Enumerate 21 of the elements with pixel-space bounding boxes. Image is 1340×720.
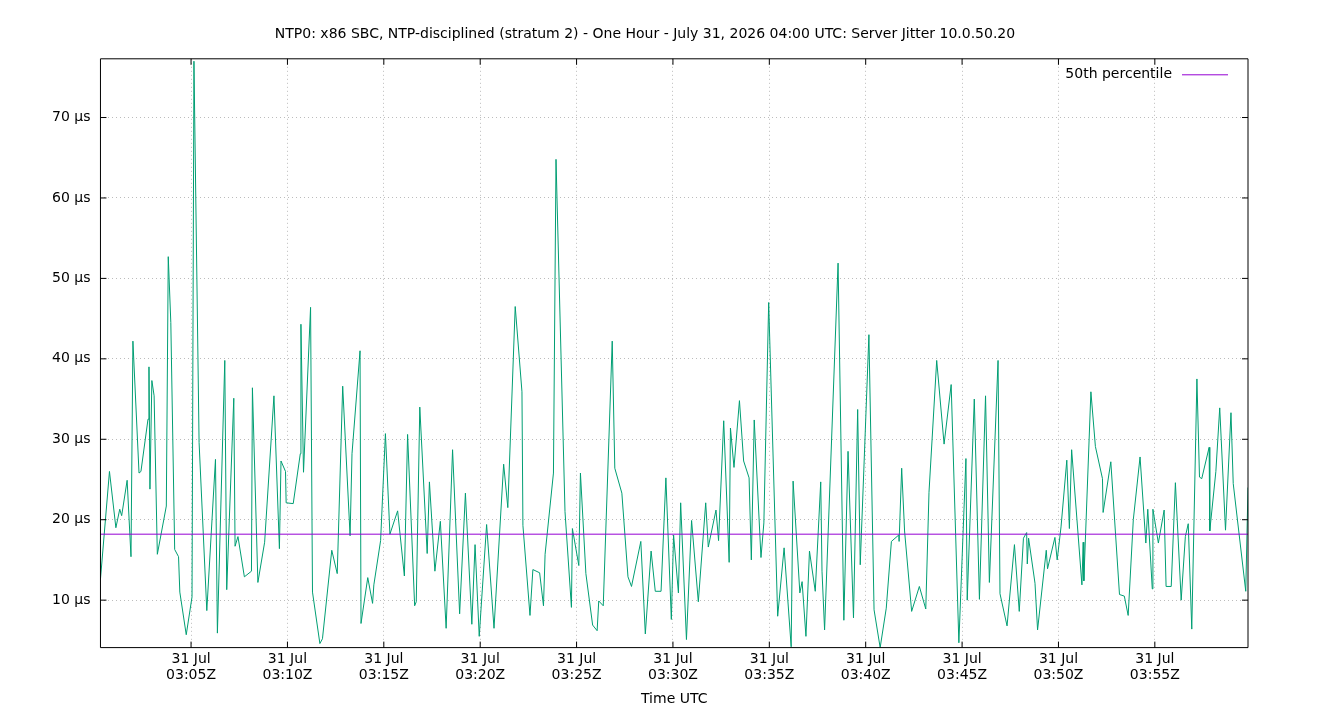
- x-tick-label: 31 Jul 03:20Z: [455, 649, 506, 683]
- y-tick-label: 30 µs: [52, 429, 91, 446]
- y-tick-label: 60 µs: [52, 188, 91, 205]
- x-tick-label: 31 Jul 03:30Z: [647, 649, 698, 683]
- y-tick-label: 10 µs: [52, 590, 91, 607]
- legend-label: 50th percentile: [1065, 65, 1172, 82]
- x-tick-label: 31 Jul 03:55Z: [1129, 649, 1180, 683]
- x-tick-label: 31 Jul 03:45Z: [937, 649, 988, 683]
- y-tick-label: 20 µs: [52, 510, 91, 527]
- x-tick-label: 31 Jul 03:15Z: [358, 649, 409, 683]
- chart-title: NTP0: x86 SBC, NTP-disciplined (stratum 2) - One Hour - July 31, 2026 04:00 UTC: Server Jitter 10.0.50.20: [274, 25, 1016, 42]
- y-tick-label: 40 µs: [52, 349, 91, 366]
- y-tick-label: 50 µs: [52, 269, 91, 286]
- x-tick-label: 31 Jul 03:35Z: [744, 649, 795, 683]
- x-tick-label: 31 Jul 03:10Z: [262, 649, 313, 683]
- y-tick-label: 70 µs: [52, 108, 91, 125]
- x-tick-label: 31 Jul 03:40Z: [840, 649, 891, 683]
- x-tick-label: 31 Jul 03:25Z: [551, 649, 602, 683]
- x-tick-label: 31 Jul 03:05Z: [166, 649, 217, 683]
- x-tick-label: 31 Jul 03:50Z: [1033, 649, 1084, 683]
- x-axis-title: Time UTC: [640, 690, 708, 707]
